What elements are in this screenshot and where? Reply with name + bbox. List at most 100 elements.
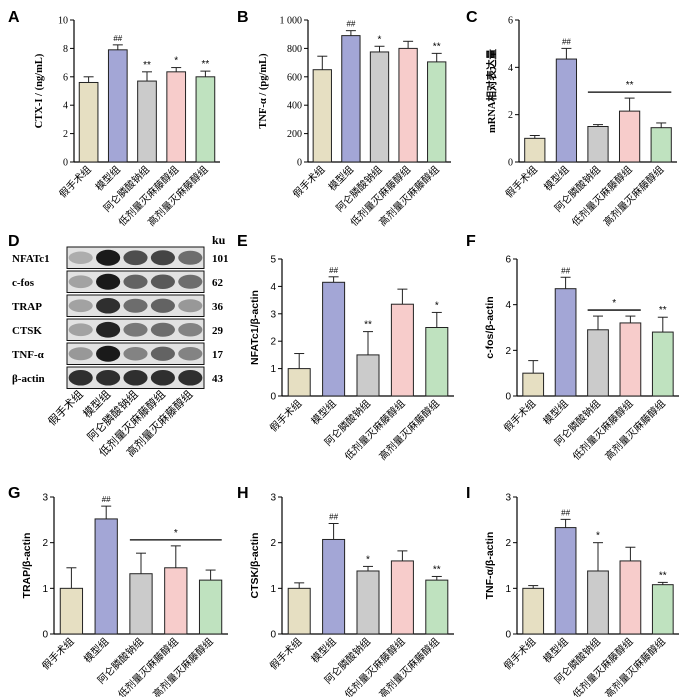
bar (522, 372, 545, 397)
x-tick-label: 低剂量灭麻藤醇组 (570, 397, 636, 463)
blot-band (96, 369, 121, 386)
y-tick-label: 4 (270, 282, 276, 293)
x-tick-label: 高剂量灭麻藤醇组 (602, 397, 668, 463)
y-tick-label: 0 (270, 392, 276, 403)
bar (524, 137, 546, 163)
blot-band (96, 321, 121, 338)
bar (425, 327, 449, 397)
bar (390, 303, 414, 397)
bar (322, 281, 346, 397)
bar (427, 61, 447, 163)
y-tick-label: 2 (508, 110, 513, 121)
x-tick-label: 模型组 (541, 163, 571, 193)
bar (587, 126, 609, 163)
protein-label: TRAP (12, 301, 42, 313)
y-tick-label: 0 (297, 158, 302, 169)
y-tick-label: 0 (508, 158, 513, 169)
x-tick-label: 模型组 (93, 163, 123, 193)
bar (554, 527, 577, 635)
x-tick-label: 低剂量灭麻藤醇组 (342, 397, 408, 463)
significance-mark: * (378, 34, 382, 45)
blot-band (123, 346, 148, 361)
significance-mark: ** (364, 320, 372, 331)
bar (587, 570, 609, 635)
size-label: 29 (212, 325, 224, 337)
significance-mark: ** (202, 59, 210, 70)
bar (522, 587, 545, 635)
y-axis-label: CTX-I / (ng/mL) (34, 53, 45, 128)
bar (198, 579, 223, 635)
y-tick-label: 5 (270, 255, 276, 266)
x-tick-label: 模型组 (308, 397, 338, 427)
blot-band (178, 346, 203, 361)
blot-band (123, 322, 148, 337)
bracket-label: * (612, 298, 616, 309)
bar (322, 538, 346, 635)
blot-band (150, 298, 175, 313)
y-axis-label: TNF-α / (pg/mL) (258, 53, 269, 129)
x-tick-label: 模型组 (540, 397, 570, 427)
y-tick-label: 4 (508, 63, 513, 74)
protein-label: β-actin (12, 373, 45, 385)
significance-mark: * (174, 56, 178, 67)
y-tick-label: 1 (270, 584, 276, 595)
blot-band (68, 347, 93, 361)
y-tick-label: 4 (505, 300, 511, 311)
y-tick-label: 2 (505, 346, 511, 357)
x-tick-label: 假手术组 (56, 163, 93, 200)
panel-letter: E (237, 233, 248, 250)
significance-mark: ## (561, 266, 570, 275)
bar (195, 76, 216, 163)
bar (554, 288, 577, 397)
bar (312, 69, 332, 163)
y-tick-label: 1 (505, 584, 511, 595)
y-tick-label: 1 (270, 364, 276, 375)
significance-mark: ** (143, 60, 151, 71)
significance-mark: * (596, 531, 600, 542)
panel-letter: I (466, 485, 470, 502)
size-label: 17 (212, 349, 224, 361)
chart-panel-e: E012345NFATc1/β-actin假手术组##模型组**阿仑膦酸钠组低剂… (237, 233, 454, 463)
y-tick-label: 0 (42, 630, 48, 641)
size-label: 62 (212, 277, 224, 289)
y-axis-label: CTSK/β-actin (249, 533, 261, 599)
blot-band (178, 299, 203, 313)
panel-letter: F (466, 233, 476, 250)
y-tick-label: 8 (63, 44, 68, 55)
chart-panel-f: F0246c-fos/β-actin假手术组##模型组阿仑膦酸钠组低剂量灭麻藤醇… (466, 233, 679, 463)
y-tick-label: 2 (505, 538, 511, 549)
panel-letter: B (237, 9, 249, 26)
lane-label: 假手术组 (45, 387, 86, 428)
blot-band (150, 346, 175, 361)
x-tick-label: 假手术组 (502, 163, 539, 200)
blot-row: CTSK 29 (12, 318, 224, 341)
bar (137, 80, 157, 163)
y-tick-label: 1 (42, 584, 48, 595)
y-tick-label: 2 (63, 129, 68, 140)
chart-panel-c: C0246mRNA相对表达量假手术组##模型组阿仑膦酸钠组低剂量灭麻藤醇组高剂量… (466, 9, 677, 229)
y-axis-label: TNF-α/β-actin (484, 532, 496, 600)
y-axis-label: TRAP/β-actin (21, 533, 33, 599)
protein-label: c-fos (12, 277, 35, 289)
protein-label: TNF-α (12, 349, 45, 361)
significance-mark: ** (433, 41, 441, 52)
y-tick-label: 2 (270, 337, 276, 348)
bar (287, 368, 311, 397)
chart-panel-g: G0123TRAP/β-actin假手术组##模型组阿仑膦酸钠组低剂量灭麻藤醇组… (8, 485, 228, 697)
blot-band (150, 250, 175, 266)
y-tick-label: 2 (42, 538, 48, 549)
y-tick-label: 1 000 (280, 16, 303, 27)
panel-letter: D (8, 233, 20, 250)
chart-panel-h: H0123CTSK/β-actin假手术组##模型组*阿仑膦酸钠组低剂量灭麻藤醇… (237, 485, 454, 697)
panel-letter: A (8, 9, 20, 26)
blot-band (178, 250, 203, 265)
blot-row: β-actin 43 (12, 366, 224, 389)
y-tick-label: 0 (505, 392, 511, 403)
bar (94, 518, 118, 635)
bar (166, 71, 187, 163)
blot-band (150, 274, 175, 290)
y-tick-label: 600 (287, 72, 302, 83)
x-tick-label: 模型组 (308, 635, 338, 665)
